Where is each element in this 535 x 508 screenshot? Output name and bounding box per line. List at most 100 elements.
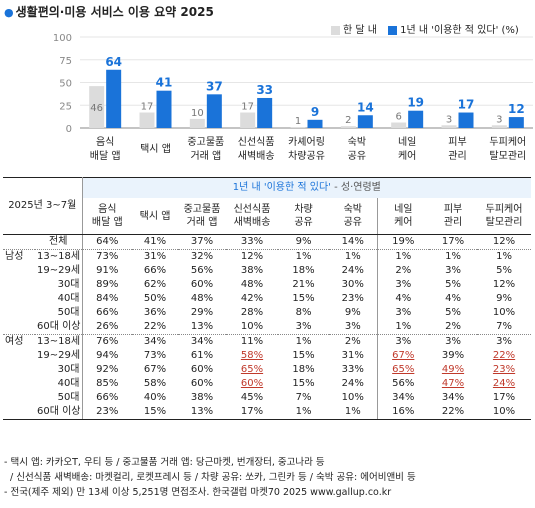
table-cell: 10% bbox=[329, 391, 378, 405]
table-cell: 23% bbox=[82, 405, 133, 420]
table-cell: 13% bbox=[178, 405, 227, 420]
table-cell: 2% bbox=[395, 265, 412, 276]
column-header-line: 거래 앱 bbox=[186, 217, 218, 228]
table-cell: 3% bbox=[329, 320, 378, 335]
data-label-month: 3 bbox=[446, 114, 452, 125]
table-cell: 84% bbox=[96, 293, 119, 304]
table-cell: 16% bbox=[377, 405, 430, 420]
row-label: 30대 bbox=[35, 363, 83, 377]
table-cell: 24% bbox=[329, 264, 378, 278]
table-cell: 58% bbox=[143, 378, 167, 389]
x-tick-label: 케어 bbox=[398, 150, 416, 162]
table-cell: 60% bbox=[240, 378, 264, 389]
chart-title: ● 생활편의·미용 서비스 이용 요약 2025 bbox=[4, 3, 214, 20]
bar-year bbox=[106, 69, 122, 128]
table-cell: 48% bbox=[190, 293, 214, 304]
column-header-line: 신선식품 bbox=[233, 204, 271, 215]
table-cell: 66% bbox=[96, 307, 119, 318]
column-header: 차량 공유 bbox=[278, 198, 330, 235]
table-corner: 2025년 3~7월 bbox=[3, 177, 83, 235]
table-row: 40대 84% 50% 48% 42% 15% 23% 4% 4% 9% bbox=[3, 292, 531, 306]
bar-month bbox=[290, 127, 306, 128]
y-tick-label: 50 bbox=[59, 79, 72, 90]
column-header-line: 택시 앱 bbox=[139, 210, 171, 222]
table-cell: 56% bbox=[392, 378, 415, 389]
table-cell: 76% bbox=[82, 334, 133, 349]
data-table: 2025년 3~7월 1년 내 '이용한 적 있다' - 성·연령별 음식 배달 … bbox=[3, 177, 532, 420]
row-group-label: 남성 bbox=[3, 249, 35, 264]
x-tick-label: 숙박 bbox=[348, 136, 366, 148]
data-label-year: 9 bbox=[311, 105, 319, 119]
column-header-line: 피부 bbox=[443, 204, 463, 215]
table-column-headers: 음식 배달 앱 택시 앱 중고물품 거래 앱 신선식품 새벽배송 차량 공유 숙박 공유 네일 케어 피부… bbox=[3, 198, 532, 235]
data-label-year: 12 bbox=[508, 102, 525, 116]
row-label: 40대 bbox=[35, 377, 83, 391]
data-label-month: 3 bbox=[496, 114, 502, 125]
bar-year bbox=[307, 119, 323, 128]
table-row: 50대 66% 40% 38% 45% 7% 10% 34% 34% 17% bbox=[3, 391, 531, 405]
y-tick-label: 25 bbox=[59, 101, 72, 112]
table-cell: 91% bbox=[96, 265, 119, 276]
row-label: 40대 bbox=[35, 292, 83, 306]
table-cell: 65% bbox=[392, 364, 415, 375]
table-cell: 7% bbox=[295, 392, 312, 403]
table-cell: 38% bbox=[190, 392, 214, 403]
x-tick-label: 카셰어링 bbox=[288, 136, 325, 148]
table-cell: 10% bbox=[492, 307, 516, 318]
table-cell: 32% bbox=[178, 249, 227, 264]
bar-year bbox=[156, 90, 172, 128]
table-cell: 33% bbox=[240, 236, 264, 247]
table-cell: 47% bbox=[441, 378, 465, 389]
legend-label-year: 1년 내 '이용한 적 있다' (%) bbox=[400, 25, 519, 36]
bar-year bbox=[357, 115, 373, 128]
column-header-line: 탈모관리 bbox=[485, 217, 523, 228]
table-cell: 85% bbox=[96, 378, 119, 389]
table-cell: 12% bbox=[492, 236, 516, 247]
table-cell: 17% bbox=[226, 405, 279, 420]
table-cell: 58% bbox=[240, 350, 264, 361]
table-cell: 36% bbox=[143, 307, 167, 318]
table-cell: 60% bbox=[190, 279, 214, 290]
data-label-month: 46 bbox=[90, 103, 103, 114]
table-cell: 1% bbox=[429, 249, 478, 264]
x-tick-label: 음식 bbox=[96, 136, 114, 148]
table-cell: 3% bbox=[295, 321, 312, 332]
table-cell: 34% bbox=[392, 392, 415, 403]
table-cell: 1% bbox=[377, 249, 430, 264]
legend-swatch-month bbox=[331, 25, 340, 35]
table-cell: 23% bbox=[492, 364, 516, 375]
table-cell: 3% bbox=[477, 334, 532, 349]
table-cell: 9% bbox=[496, 293, 512, 304]
table-cell: 18% bbox=[292, 265, 315, 276]
table-cell: 4% bbox=[395, 293, 412, 304]
data-label-month: 1 bbox=[295, 116, 301, 127]
x-tick-label: 피부 bbox=[448, 136, 466, 148]
row-label: 60대 이상 bbox=[35, 405, 83, 420]
table-cell: 5% bbox=[445, 279, 461, 290]
table-header-row: 2025년 3~7월 1년 내 '이용한 적 있다' - 성·연령별 bbox=[3, 177, 532, 235]
table-cell: 1% bbox=[278, 405, 330, 420]
column-header-line: 공유 bbox=[294, 217, 313, 228]
row-label: 30대 bbox=[35, 278, 83, 292]
table-cell: 1% bbox=[278, 249, 330, 264]
row-label: 19~29세 bbox=[35, 349, 83, 363]
table-cell: 62% bbox=[143, 279, 167, 290]
table-cell: 65% bbox=[240, 364, 264, 375]
note-line: - 전국(제주 제외) 만 13세 이상 5,251명 면접조사. 한국갤럽 마… bbox=[4, 487, 392, 498]
column-header: 피부 관리 bbox=[429, 198, 478, 235]
table-row: 19~29세 94% 73% 61% 58% 15% 31% 67% 39% 22% bbox=[3, 349, 531, 363]
x-tick-label: 배달 앱 bbox=[90, 150, 121, 162]
table-cell: 56% bbox=[190, 265, 214, 276]
table-row: 19~29세 91% 66% 56% 38% 18% 24% 2% 3% 5% bbox=[3, 264, 531, 278]
data-label-year: 19 bbox=[407, 96, 424, 110]
table-cell: 49% bbox=[441, 364, 465, 375]
table-cell: 50% bbox=[143, 293, 167, 304]
row-group-label bbox=[3, 363, 35, 377]
column-header-line: 공유 bbox=[343, 217, 362, 228]
table-cell: 3% bbox=[395, 279, 412, 290]
column-header: 중고물품 거래 앱 bbox=[178, 198, 227, 235]
table-cell: 22% bbox=[492, 350, 516, 361]
table-cell: 33% bbox=[329, 363, 378, 377]
table-cell: 10% bbox=[477, 405, 532, 420]
